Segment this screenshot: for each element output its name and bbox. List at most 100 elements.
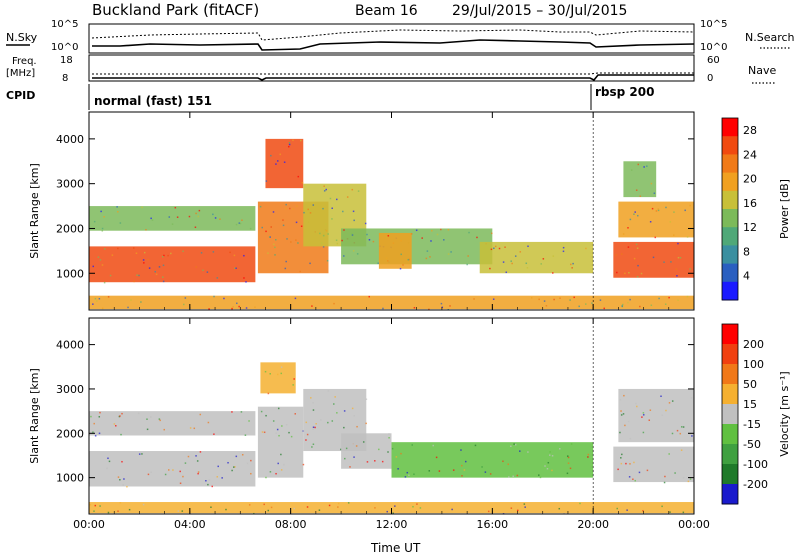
colorbar-tick-label: -200 (743, 478, 768, 491)
echo-speckle (301, 181, 304, 184)
echo-speckle (676, 429, 679, 432)
echo-speckle (90, 415, 92, 418)
echo-speckle (391, 447, 394, 450)
echo-speckle (400, 239, 402, 242)
echo-speckle (233, 254, 236, 257)
echo-speckle (632, 478, 634, 481)
echo-speckle (206, 271, 209, 273)
echo-speckle (619, 399, 622, 401)
echo-speckle (325, 223, 327, 225)
echo-speckle (199, 413, 202, 416)
echo-speckle (530, 297, 533, 299)
echo-speckle (182, 250, 184, 253)
echo-speckle (514, 443, 517, 446)
echo-speckle (254, 306, 256, 308)
freq-panel: Freq. [MHz] 18 8 60 0 Nave (6, 54, 776, 84)
echo-speckle (650, 182, 653, 185)
echo-speckle (635, 189, 638, 191)
echo-speckle (265, 180, 268, 182)
echo-speckle (89, 504, 92, 506)
echo-speckle (415, 229, 418, 232)
echo-speckle (122, 484, 124, 486)
echo-speckle (115, 425, 117, 427)
echo-speckle (98, 297, 101, 300)
echo-speckle (162, 264, 165, 267)
echo-speckle (322, 207, 324, 210)
echo-speckle (599, 299, 602, 301)
y-tick-label: 2000 (56, 222, 84, 235)
echo-speckle (267, 509, 270, 512)
echo-speckle (538, 474, 540, 476)
echo-speckle (336, 198, 338, 201)
echo-speckle (351, 234, 354, 236)
echo-speckle (623, 394, 625, 397)
echo-speckle (305, 439, 307, 441)
echo-speckle (407, 258, 410, 261)
echo-speckle (428, 470, 431, 472)
echo-speckle (143, 262, 145, 264)
echo-speckle (622, 233, 625, 235)
echo-speckle (416, 503, 418, 505)
echo-speckle (150, 416, 152, 418)
echo-speckle (272, 211, 275, 213)
echo-speckle (484, 471, 487, 473)
colorbar-tick-label: 15 (743, 398, 757, 411)
echo-band-3 (260, 362, 296, 394)
freq-tick-top: 18 (60, 55, 73, 66)
echo-speckle (343, 229, 345, 231)
echo-speckle (286, 238, 288, 240)
echo-speckle (668, 402, 671, 404)
echo-band-10 (623, 161, 657, 198)
echo-speckle (510, 507, 513, 509)
colorbar-tick-label: 200 (743, 338, 764, 351)
echo-speckle (629, 298, 631, 301)
echo-speckle (527, 451, 529, 453)
colorbar-tick-label: 24 (743, 148, 757, 161)
echo-speckle (162, 276, 164, 278)
echo-speckle (673, 234, 675, 236)
echo-speckle (311, 446, 313, 448)
echo-speckle (229, 251, 231, 254)
echo-speckle (621, 305, 623, 307)
echo-speckle (245, 307, 248, 309)
nave-tick-bottom: 0 (707, 73, 713, 84)
echo-speckle (566, 455, 569, 457)
echo-speckle (626, 509, 628, 511)
echo-speckle (325, 230, 328, 232)
echo-speckle (566, 472, 569, 475)
echo-speckle (303, 211, 305, 214)
x-tick-label: 20:00 (577, 518, 609, 531)
echo-speckle (552, 255, 555, 257)
echo-speckle (148, 267, 151, 269)
echo-speckle (333, 302, 335, 305)
echo-speckle (103, 216, 105, 218)
echo-speckle (293, 378, 295, 380)
echo-speckle (643, 166, 645, 168)
echo-speckle (630, 169, 633, 171)
echo-speckle (431, 230, 433, 232)
echo-speckle (510, 260, 512, 262)
echo-speckle (633, 213, 635, 215)
echo-speckle (97, 256, 100, 258)
echo-speckle (311, 305, 313, 307)
echo-speckle (275, 472, 277, 475)
echo-speckle (673, 211, 675, 213)
echo-speckle (524, 506, 526, 508)
echo-speckle (628, 272, 630, 274)
echo-speckle (381, 460, 384, 463)
x-tick-label: 04:00 (174, 518, 206, 531)
echo-speckle (636, 275, 639, 278)
echo-speckle (140, 301, 142, 303)
echo-speckle (365, 398, 368, 400)
echo-speckle (669, 511, 671, 513)
echo-speckle (158, 418, 161, 420)
echo-speckle (429, 256, 431, 258)
echo-speckle (320, 419, 322, 421)
echo-speckle (487, 510, 490, 513)
echo-speckle (419, 507, 422, 509)
echo-speckle (620, 414, 623, 416)
echo-speckle (130, 299, 132, 301)
echo-speckle (94, 504, 97, 507)
echo-speckle (663, 261, 665, 263)
echo-speckle (273, 243, 275, 246)
